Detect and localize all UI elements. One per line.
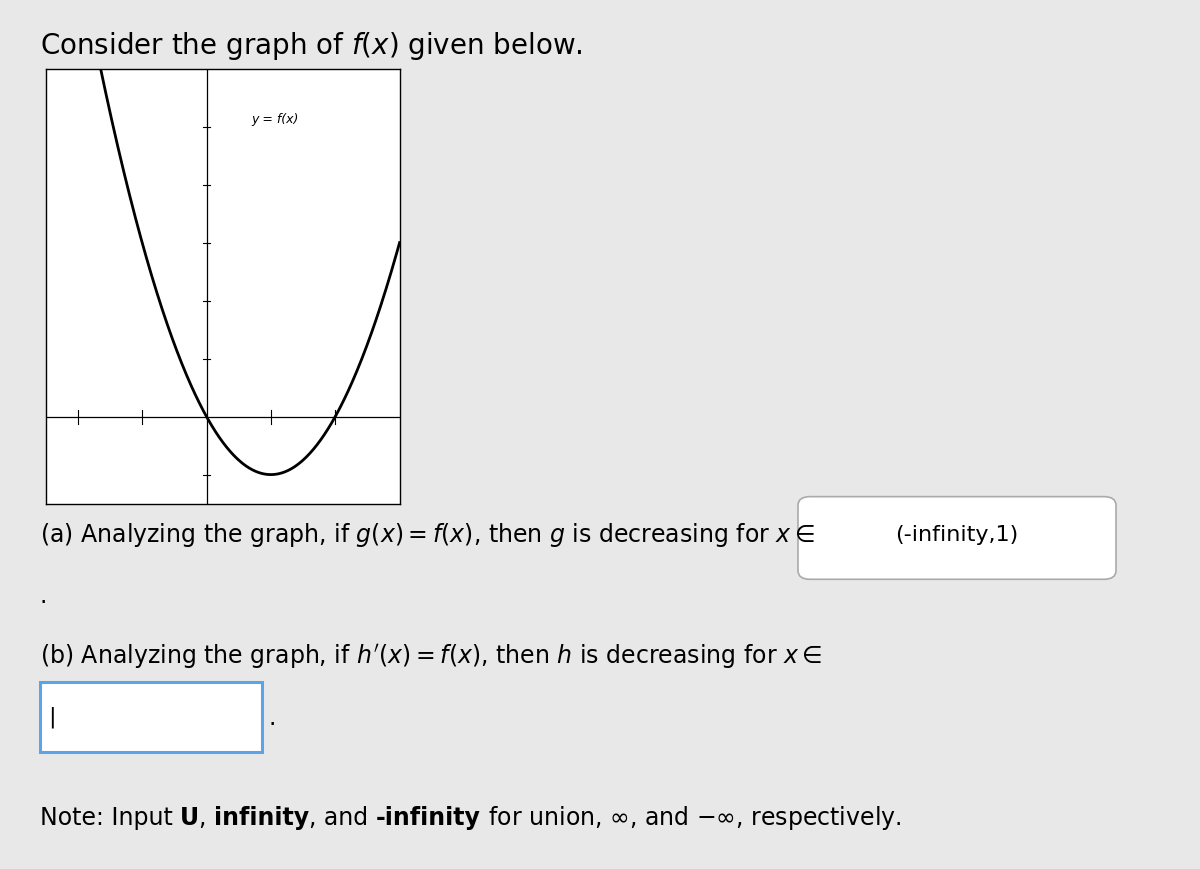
- FancyBboxPatch shape: [40, 682, 262, 752]
- Text: , and: , and: [310, 805, 376, 829]
- Text: ,: ,: [199, 805, 214, 829]
- Text: (-infinity,1): (-infinity,1): [895, 525, 1019, 544]
- Text: .: .: [40, 583, 47, 607]
- Text: (b) Analyzing the graph, if $h^{\prime}(x) = f(x)$, then $h$ is decreasing for $: (b) Analyzing the graph, if $h^{\prime}(…: [40, 642, 822, 670]
- Text: .: .: [269, 705, 276, 729]
- Text: Consider the graph of $f(x)$ given below.: Consider the graph of $f(x)$ given below…: [40, 30, 582, 63]
- Text: infinity: infinity: [214, 805, 310, 829]
- Text: U: U: [180, 805, 199, 829]
- Text: |: |: [48, 706, 55, 727]
- Text: (a) Analyzing the graph, if $g(x) = f(x)$, then $g$ is decreasing for $x \in$: (a) Analyzing the graph, if $g(x) = f(x)…: [40, 521, 815, 548]
- Text: -infinity: -infinity: [376, 805, 480, 829]
- Text: for union, $\infty$, and $-\infty$, respectively.: for union, $\infty$, and $-\infty$, resp…: [480, 803, 901, 831]
- Text: y = f(x): y = f(x): [251, 113, 299, 126]
- FancyBboxPatch shape: [798, 497, 1116, 580]
- Text: Note: Input: Note: Input: [40, 805, 180, 829]
